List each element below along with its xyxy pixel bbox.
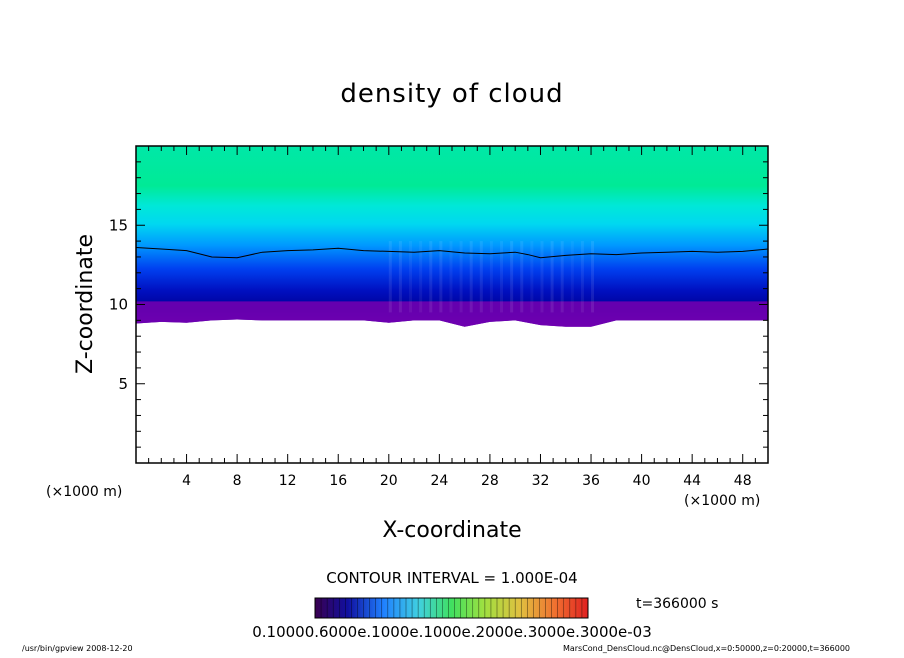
colorbar xyxy=(314,597,589,619)
colorbar-ticks xyxy=(320,598,583,618)
x-tick-label: 44 xyxy=(683,473,701,489)
streak xyxy=(530,241,534,313)
cloud-base-layer xyxy=(136,301,768,327)
x-tick-label: 28 xyxy=(481,473,499,489)
y-tick-label: 15 xyxy=(109,216,128,234)
streak xyxy=(479,241,483,313)
cloud-region xyxy=(136,146,768,327)
x-tick-label: 8 xyxy=(233,473,242,489)
time-label: t=366000 s xyxy=(636,596,718,612)
y-tick-label: 5 xyxy=(118,375,128,393)
x-unit-right: (×1000 m) xyxy=(684,493,760,509)
contour-interval: CONTOUR INTERVAL = 1.000E-04 xyxy=(326,569,577,587)
streak xyxy=(419,241,423,313)
streak xyxy=(409,241,413,313)
x-axis: 4 8 12 16 20 24 28 32 36 40 44 48 xyxy=(148,146,756,489)
footer-left: /usr/bin/gpview 2008-12-20 xyxy=(22,644,133,653)
chart-title: density of cloud xyxy=(340,79,563,109)
x-tick-label: 32 xyxy=(532,473,550,489)
streak xyxy=(489,241,493,313)
x-tick-label: 12 xyxy=(279,473,297,489)
streak xyxy=(510,241,514,313)
x-unit-left: (×1000 m) xyxy=(46,484,122,500)
x-tick-label: 48 xyxy=(734,473,752,489)
footer-right: MarsCond_DensCloud.nc@DensCloud,x=0:5000… xyxy=(563,644,850,653)
x-tick-label: 24 xyxy=(430,473,448,489)
x-tick-label: 36 xyxy=(582,473,600,489)
x-axis-label: X-coordinate xyxy=(382,518,521,543)
streak xyxy=(439,241,443,313)
x-tick-label: 20 xyxy=(380,473,398,489)
streak xyxy=(570,241,574,313)
streak xyxy=(580,241,584,313)
contour-line xyxy=(136,246,768,259)
y-tick-label: 10 xyxy=(109,296,128,314)
streak xyxy=(449,241,453,313)
streak xyxy=(388,241,392,313)
y-axis: 5 10 15 xyxy=(109,161,768,448)
streak xyxy=(520,241,524,313)
streak xyxy=(398,241,402,313)
x-tick-label: 40 xyxy=(633,473,651,489)
colorbar-labels: 0.10000.6000e.1000e.1000e.2000e.3000e.30… xyxy=(252,623,652,641)
x-tick-label: 4 xyxy=(182,473,191,489)
streak-overlay xyxy=(388,241,595,313)
y-axis-label: Z-coordinate xyxy=(73,234,98,374)
streak xyxy=(550,241,554,313)
streak xyxy=(540,241,544,313)
streak xyxy=(591,241,595,313)
streak xyxy=(500,241,504,313)
density-field xyxy=(136,146,768,327)
streak xyxy=(459,241,463,313)
streak xyxy=(469,241,473,313)
streak xyxy=(560,241,564,313)
streak xyxy=(429,241,433,313)
x-tick-label: 16 xyxy=(329,473,347,489)
